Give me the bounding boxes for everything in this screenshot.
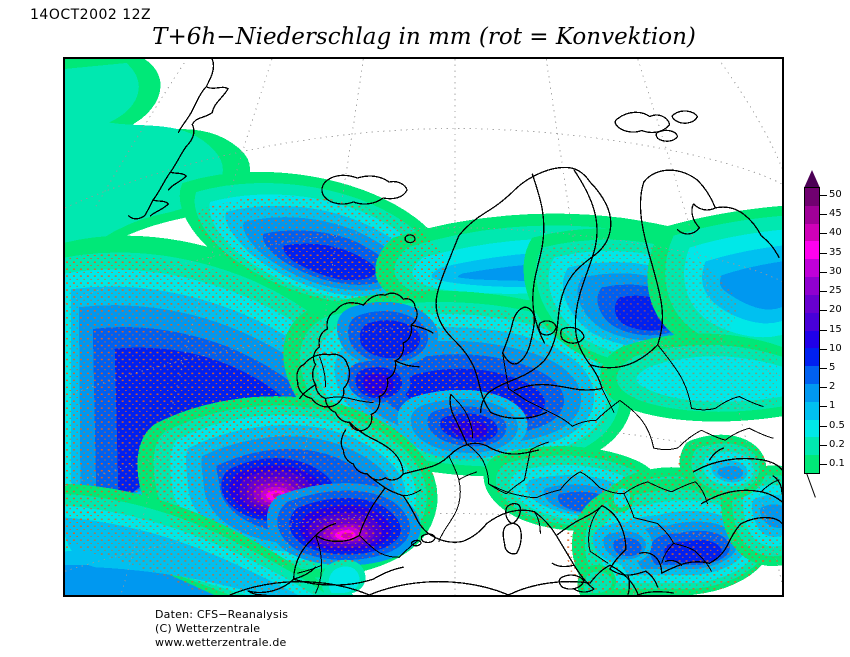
colorbar-segment xyxy=(805,223,819,242)
colorbar-tick xyxy=(820,252,827,254)
colorbar-tick xyxy=(820,291,827,293)
colorbar-segment xyxy=(805,455,819,473)
colorbar-segment xyxy=(805,437,819,456)
colorbar-segment xyxy=(805,383,819,402)
colorbar-segment xyxy=(805,294,819,313)
colorbar-tick xyxy=(820,348,827,350)
colorbar-tick xyxy=(820,329,827,331)
colorbar-segment xyxy=(805,401,819,420)
footer: Daten: CFS−Reanalysis (C) Wetterzentrale… xyxy=(155,608,288,650)
convection-stipple xyxy=(65,196,782,595)
footer-website[interactable]: www.wetterzentrale.de xyxy=(155,636,287,649)
colorbar-tick xyxy=(820,367,827,369)
colorbar-tick xyxy=(820,195,827,196)
colorbar-tick-label: 10 xyxy=(829,342,842,354)
colorbar-segment xyxy=(805,330,819,349)
colorbar-tick-label: 0.5 xyxy=(829,419,845,431)
colorbar-tick xyxy=(820,387,827,389)
colorbar-gradient xyxy=(804,187,820,474)
colorbar-segment xyxy=(805,312,819,331)
colorbar-tick xyxy=(820,425,827,427)
colorbar-tick-label: 35 xyxy=(829,246,842,258)
colorbar-tick xyxy=(820,271,827,273)
date-stamp: 14OCT2002 12Z xyxy=(30,7,152,23)
colorbar-tick xyxy=(820,214,827,216)
colorbar-segment xyxy=(805,205,819,224)
colorbar-tick-label: 40 xyxy=(829,227,842,239)
colorbar-tail-line xyxy=(806,472,816,498)
colorbar-tick-label: 0.2 xyxy=(829,438,845,450)
coastlines xyxy=(127,59,782,595)
colorbar-segment xyxy=(805,241,819,260)
colorbar-over-arrow xyxy=(804,170,820,188)
colorbar-tick-label: 45 xyxy=(829,208,842,220)
colorbar-tick-label: 0.1 xyxy=(829,458,845,469)
colorbar-ticks: 50 45 40 35 30 25 20 15 10 5 2 1 0.5 0.2 0.1 xyxy=(820,187,850,474)
colorbar-tick xyxy=(820,310,827,312)
footer-data-source: Daten: CFS−Reanalysis xyxy=(155,608,289,621)
map-canvas xyxy=(65,59,782,595)
colorbar-tick xyxy=(820,233,827,235)
colorbar-tick xyxy=(820,444,827,446)
colorbar-tick xyxy=(820,406,827,408)
colorbar-segment xyxy=(805,348,819,367)
colorbar-segment xyxy=(805,366,819,384)
colorbar-tick-label: 20 xyxy=(829,304,842,316)
colorbar-tick-label: 50 xyxy=(829,189,842,200)
footer-copyright: (C) Wetterzentrale xyxy=(155,622,261,635)
colorbar-tick-label: 2 xyxy=(829,381,836,393)
page-title: T+6h−Niederschlag in mm (rot = Konvektio… xyxy=(152,24,696,50)
colorbar-segment xyxy=(805,419,819,438)
colorbar-tick xyxy=(820,464,827,465)
colorbar-segment xyxy=(805,277,819,295)
colorbar: 50 45 40 35 30 25 20 15 10 5 2 1 0.5 0.2 0.1 xyxy=(804,170,850,498)
precipitation-map xyxy=(63,57,784,597)
colorbar-tick-label: 5 xyxy=(829,361,836,373)
colorbar-tick-label: 15 xyxy=(829,323,842,335)
colorbar-tick-label: 30 xyxy=(829,265,842,277)
colorbar-segment xyxy=(805,188,819,206)
colorbar-tick-label: 1 xyxy=(829,400,836,412)
colorbar-tick-label: 25 xyxy=(829,285,842,297)
colorbar-segment xyxy=(805,259,819,278)
